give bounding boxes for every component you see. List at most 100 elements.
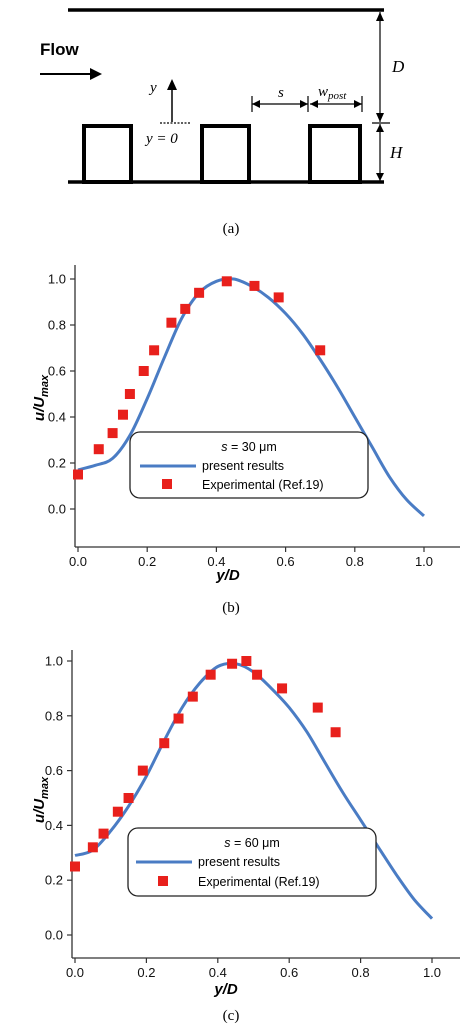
chart-b-ylabel-subscript: max — [39, 374, 51, 397]
chart-b-ticks: 0.0 0.2 0.4 0.6 0.8 1.0 0.0 0.2 0.4 0.6 0.8 1.0 — [48, 272, 433, 570]
x-tick-label: 0.6 — [277, 554, 295, 569]
experimental-point — [227, 658, 238, 669]
chart-b-legend: s = 30 μm present results Experimental (… — [129, 431, 369, 499]
experimental-point — [98, 828, 109, 839]
w-post-label: wpost — [318, 84, 347, 102]
y-tick-label: 1.0 — [48, 272, 66, 287]
x-tick-label: 0.0 — [66, 965, 84, 980]
y-tick-label: 0.6 — [45, 763, 63, 778]
experimental-point — [221, 276, 232, 287]
chart-c-ylabel: u/Umax — [31, 776, 51, 823]
y-tick-label: 0.0 — [45, 928, 63, 943]
y-tick-label: 0.6 — [48, 364, 66, 379]
experimental-point — [330, 727, 341, 738]
x-tick-label: 0.2 — [137, 965, 155, 980]
x-tick-label: 0.2 — [138, 554, 156, 569]
chart-b-legend-marker-label: Experimental (Ref.19) — [202, 478, 324, 492]
d-label: D — [391, 57, 405, 76]
chart-c-axes — [71, 650, 460, 959]
post-3 — [308, 124, 362, 184]
chart-b-legend-box — [129, 431, 369, 499]
experimental-point — [124, 389, 135, 399]
caption-b: (b) — [222, 600, 240, 616]
x-tick-label: 1.0 — [415, 554, 433, 569]
x-tick-label: 0.0 — [69, 554, 87, 569]
experimental-point — [138, 366, 149, 376]
post-2 — [200, 124, 251, 184]
s-arrow-left — [252, 100, 260, 108]
caption-c: (c) — [223, 1008, 240, 1024]
experimental-point — [159, 738, 170, 749]
w-arrow-right — [354, 100, 362, 108]
post-1 — [82, 124, 133, 184]
caption-a: (a) — [223, 221, 240, 237]
x-tick-label: 0.4 — [209, 965, 227, 980]
x-tick-label: 1.0 — [423, 965, 441, 980]
experimental-point — [252, 669, 263, 680]
experimental-point — [241, 656, 252, 666]
x-tick-label: 0.8 — [352, 965, 370, 980]
experimental-point — [123, 793, 134, 803]
experimental-point — [180, 303, 191, 314]
experimental-point — [315, 345, 326, 356]
y-axis-arrow-head — [167, 79, 177, 90]
d-arrow-bottom — [376, 113, 384, 122]
h-arrow-bottom — [376, 173, 384, 181]
flow-label: Flow — [40, 40, 79, 59]
experimental-point — [93, 444, 104, 455]
chart-c-xlabel: y/D — [213, 981, 238, 998]
experimental-point — [73, 469, 83, 480]
experimental-point — [173, 713, 184, 724]
chart-c-ylabel-subscript: max — [39, 776, 51, 799]
w-post-subscript: post — [327, 90, 347, 102]
h-arrow-top — [376, 124, 384, 132]
chart-c-legend: s = 60 μm present results Experimental (… — [127, 827, 377, 897]
y-tick-label: 1.0 — [45, 654, 63, 669]
h-label: H — [389, 143, 404, 162]
chart-b-legend-marker-swatch — [162, 479, 172, 489]
experimental-point — [70, 861, 80, 872]
experimental-point — [312, 702, 323, 713]
chart-b-legend-title: s = 30 μm — [221, 440, 277, 454]
experimental-point — [194, 287, 205, 298]
chart-panel-b: 0.0 0.2 0.4 0.6 0.8 1.0 0.0 0.2 0.4 0.6 0.8 1.0 y/D… — [31, 265, 460, 584]
experimental-point — [273, 292, 284, 303]
experimental-point — [137, 765, 148, 776]
y-tick-label: 0.8 — [45, 708, 63, 723]
w-arrow-left — [310, 100, 318, 108]
y-tick-label: 0.0 — [48, 502, 66, 517]
schematic-panel: Flow y y = 0 s wpost D H — [40, 8, 405, 184]
experimental-point — [107, 428, 118, 439]
experimental-point — [249, 280, 260, 291]
flow-arrow-head — [90, 68, 102, 80]
chart-c-legend-marker-label: Experimental (Ref.19) — [198, 875, 320, 889]
chart-b-ylabel: u/Umax — [31, 374, 51, 421]
y-tick-label: 0.8 — [48, 318, 66, 333]
chart-b-xlabel: y/D — [215, 567, 240, 584]
experimental-point — [117, 409, 128, 420]
y-tick-label: 0.4 — [48, 410, 66, 425]
s-label: s — [278, 85, 284, 101]
x-tick-label: 0.8 — [346, 554, 364, 569]
chart-c-legend-box — [127, 827, 377, 897]
chart-panel-c: 0.0 0.2 0.4 0.6 0.8 1.0 0.0 0.2 0.4 0.6 0.8 1.0 y/D… — [31, 650, 460, 998]
y-tick-label: 0.2 — [45, 873, 63, 888]
s-arrow-right — [300, 100, 308, 108]
chart-b-axes — [74, 265, 460, 548]
chart-c-legend-marker-swatch — [158, 876, 168, 886]
experimental-point — [205, 669, 216, 680]
experimental-point — [166, 317, 177, 328]
chart-c-legend-line-label: present results — [198, 855, 280, 869]
y-axis-label: y — [148, 80, 157, 96]
chart-c-legend-title: s = 60 μm — [224, 836, 280, 850]
y-tick-label: 0.2 — [48, 456, 66, 471]
y-zero-label: y = 0 — [144, 131, 178, 147]
d-arrow-top — [376, 12, 384, 21]
x-tick-label: 0.6 — [280, 965, 298, 980]
experimental-point — [277, 683, 288, 694]
experimental-point — [112, 806, 123, 817]
chart-c-ticks: 0.0 0.2 0.4 0.6 0.8 1.0 0.0 0.2 0.4 0.6 0.8 1.0 — [45, 654, 441, 981]
x-tick-label: 0.4 — [207, 554, 225, 569]
experimental-point — [87, 842, 98, 853]
